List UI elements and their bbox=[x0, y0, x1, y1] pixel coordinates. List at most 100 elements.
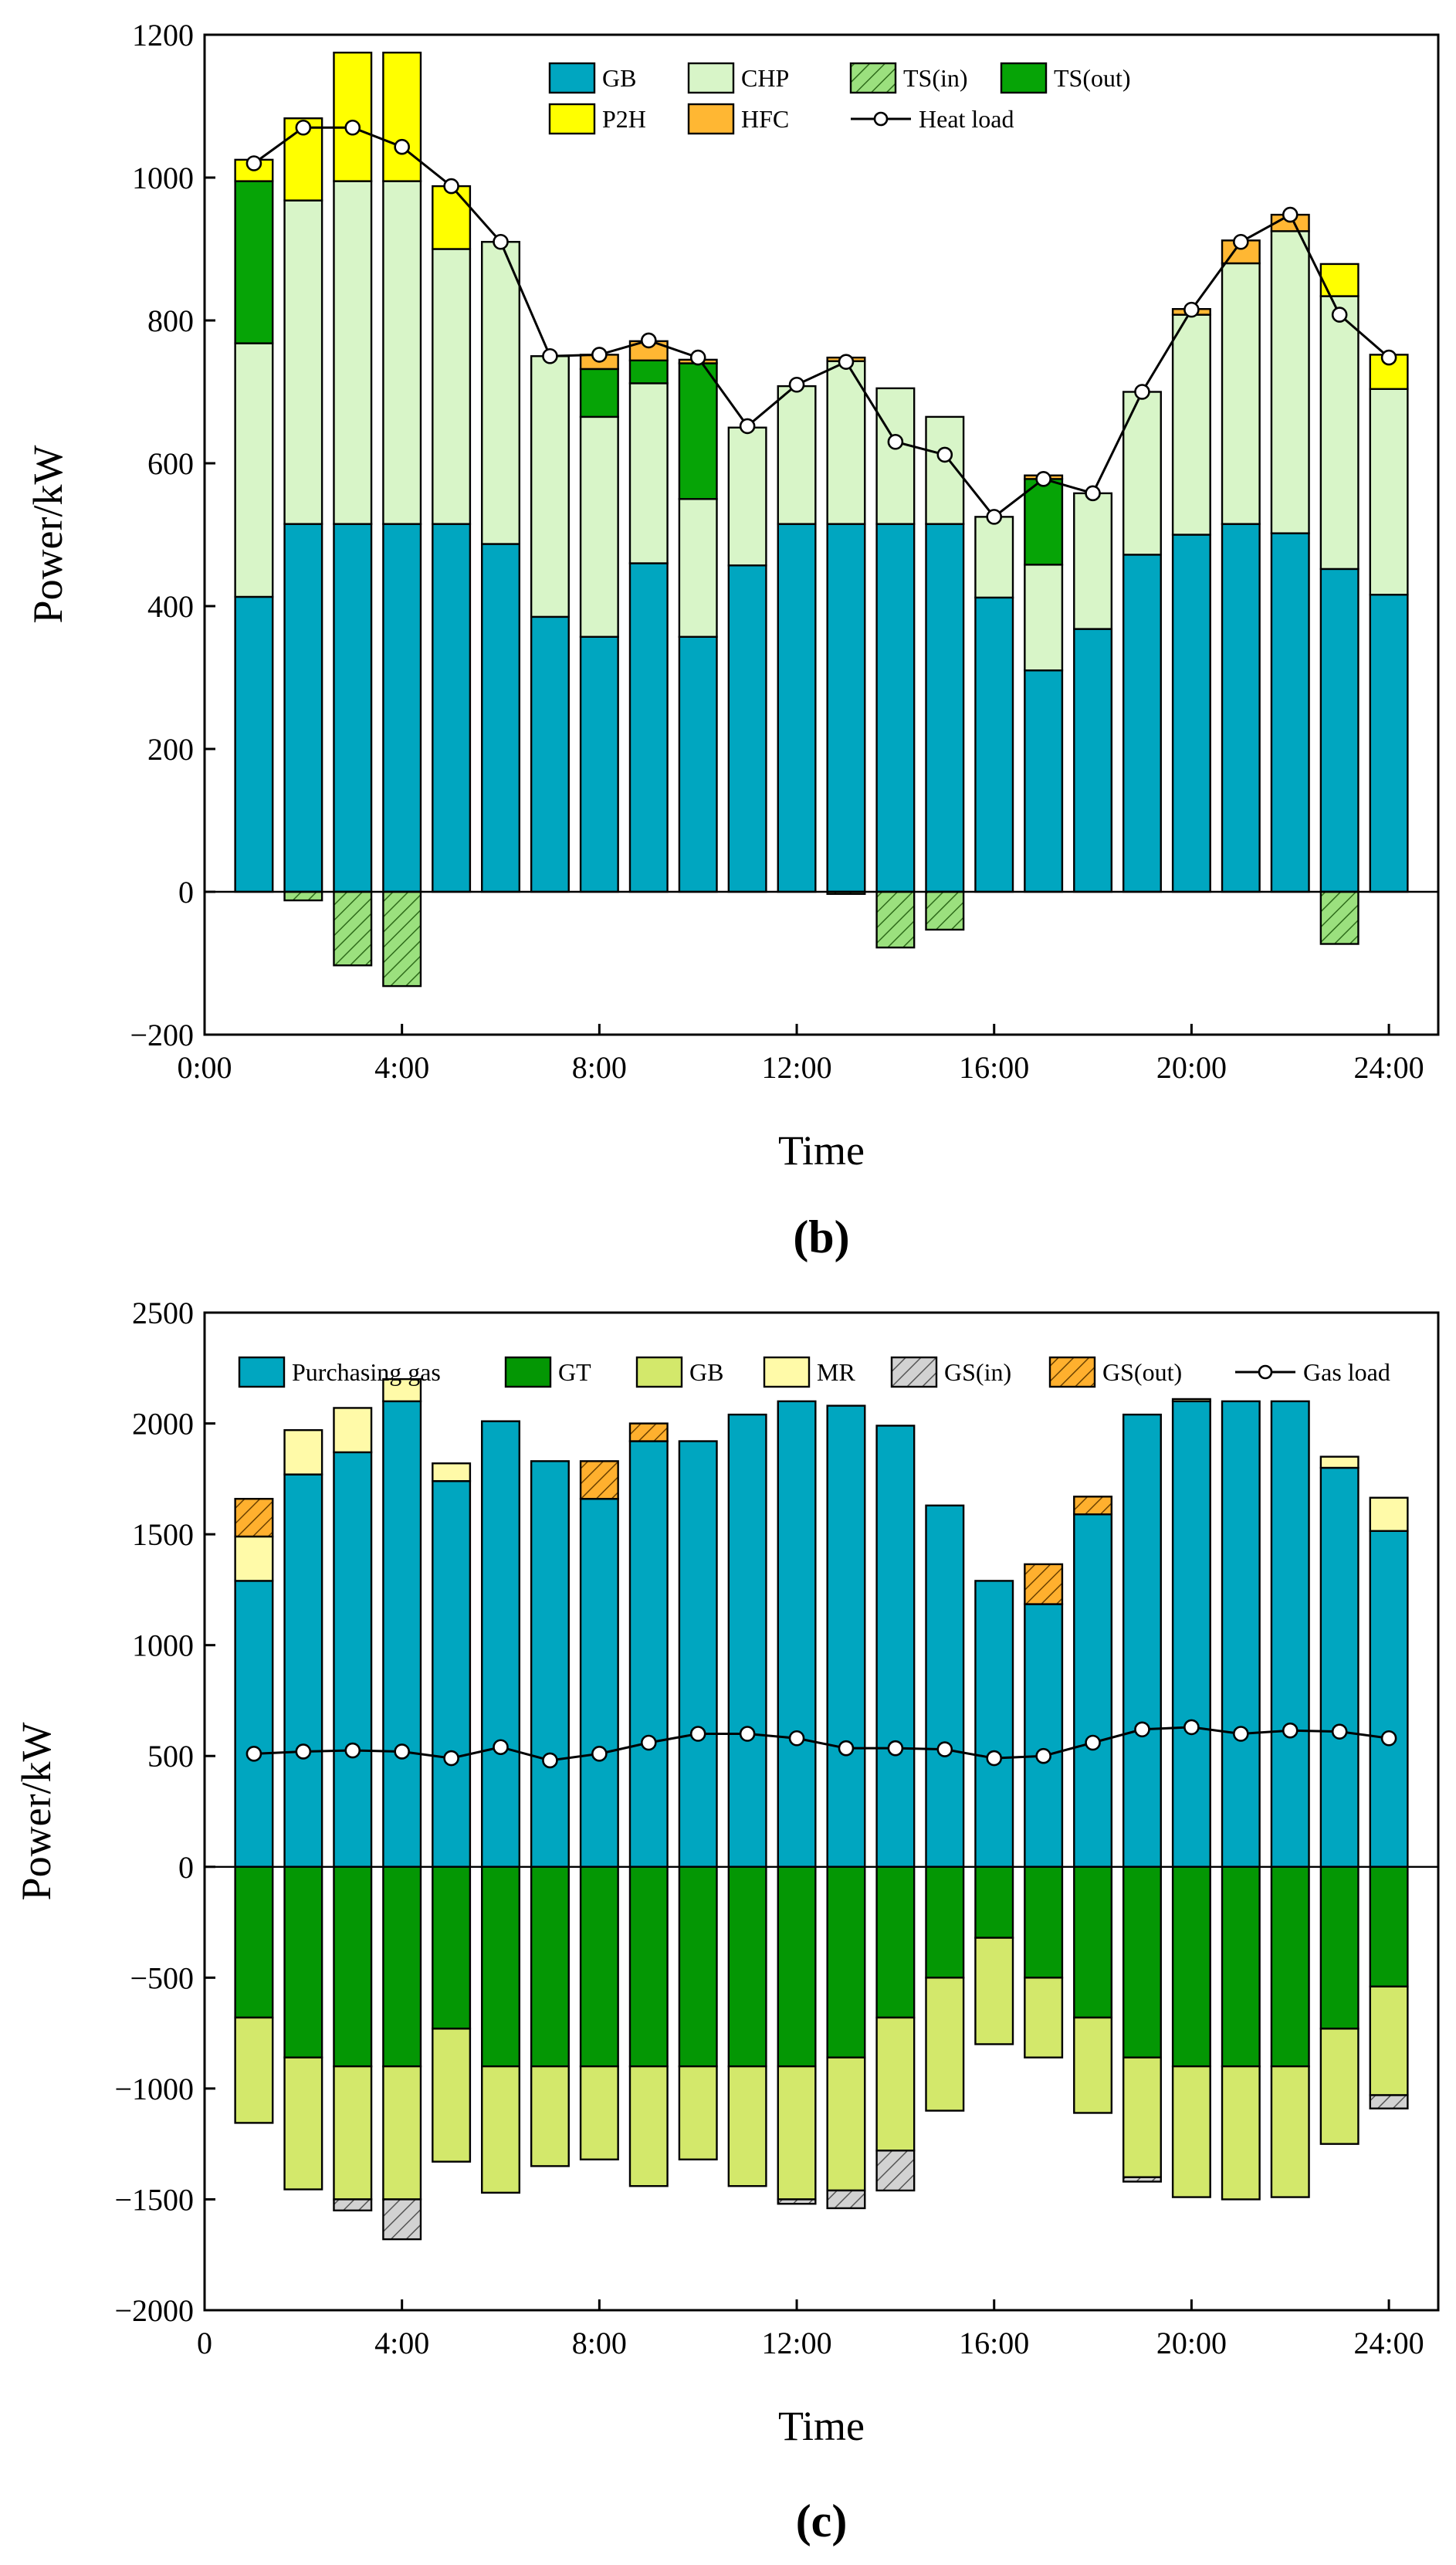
bar-gt bbox=[1319, 1865, 1359, 2030]
bar-gb bbox=[1122, 554, 1162, 893]
load-point bbox=[591, 1746, 608, 1762]
bar-chp bbox=[1319, 295, 1359, 571]
y-tick-label: −1000 bbox=[114, 2072, 194, 2106]
x-tick-label: 24:00 bbox=[1354, 2326, 1424, 2360]
bar-gb bbox=[432, 523, 472, 893]
bar-gt bbox=[1024, 1865, 1064, 1979]
bar-gb bbox=[333, 2065, 373, 2201]
bar-gt bbox=[678, 1865, 718, 2068]
bar-purchasing-gas bbox=[283, 1473, 323, 1868]
bar-gt bbox=[1221, 1865, 1261, 2068]
bar-purchasing-gas bbox=[628, 1440, 669, 1868]
legend-swatch-gb bbox=[635, 1356, 683, 1388]
load-point bbox=[542, 347, 558, 364]
bar-gb bbox=[628, 2065, 669, 2187]
legend-label: GB bbox=[689, 1358, 723, 1386]
bar-ts-in bbox=[925, 890, 965, 931]
bar-gb bbox=[530, 2065, 570, 2167]
bar-mr bbox=[1171, 1398, 1211, 1403]
bar-gb bbox=[234, 2016, 274, 2124]
bar-ts-in bbox=[333, 890, 373, 967]
y-tick-label: 800 bbox=[147, 303, 194, 338]
load-point bbox=[936, 1741, 953, 1757]
bar-gt bbox=[333, 1865, 373, 2068]
bar-gb bbox=[925, 1977, 965, 2112]
gas-load-line bbox=[245, 1719, 1397, 1769]
bar-gb bbox=[1024, 1977, 1064, 2058]
load-point bbox=[591, 347, 608, 363]
load-point bbox=[394, 1743, 410, 1760]
bar-chp bbox=[1221, 262, 1261, 525]
load-point bbox=[788, 1730, 805, 1747]
bar-chp bbox=[1270, 230, 1310, 534]
load-point bbox=[245, 155, 262, 171]
load-point bbox=[1085, 1734, 1101, 1751]
load-point bbox=[936, 446, 953, 463]
bar-gs-in bbox=[382, 2198, 422, 2241]
bar-gb bbox=[1221, 2065, 1261, 2201]
bar-p2h bbox=[382, 51, 422, 182]
bar-gt bbox=[974, 1865, 1014, 1939]
load-point bbox=[394, 138, 410, 155]
load-point bbox=[443, 178, 459, 195]
bar-gb bbox=[1319, 568, 1359, 893]
x-tick-label: 12:00 bbox=[761, 1050, 831, 1085]
bar-gb bbox=[1073, 628, 1113, 893]
bar-chp bbox=[432, 248, 472, 525]
y-tick-label: 1500 bbox=[132, 1517, 194, 1552]
bar-purchasing-gas bbox=[382, 1400, 422, 1868]
legend: GB CHP TS(in) TS(out) P2H HFC Heat load bbox=[548, 62, 1131, 135]
load-point bbox=[1183, 301, 1200, 318]
x-tick-label: 0 bbox=[197, 2326, 212, 2360]
bar-ts-out bbox=[579, 368, 619, 418]
bar-gb bbox=[678, 635, 718, 893]
bar-gs-out bbox=[628, 1422, 669, 1442]
legend-label: GS(out) bbox=[1102, 1358, 1182, 1386]
bar-purchasing-gas bbox=[234, 1580, 274, 1868]
bar-gb bbox=[826, 523, 866, 893]
load-point bbox=[1233, 233, 1249, 250]
load-point bbox=[1035, 1747, 1051, 1764]
y-tick-label: 1200 bbox=[132, 18, 194, 53]
load-point bbox=[344, 1742, 361, 1759]
bar-gb bbox=[1171, 2065, 1211, 2198]
bar-gb bbox=[1024, 669, 1064, 893]
bar-gt bbox=[1122, 1865, 1162, 2058]
load-point bbox=[739, 418, 756, 435]
legend-swatch-p2h bbox=[548, 103, 596, 135]
bar-chp bbox=[826, 360, 866, 525]
bar-purchasing-gas bbox=[777, 1400, 817, 1868]
bar-gt bbox=[875, 1865, 916, 2019]
bar-gt bbox=[530, 1865, 570, 2068]
bar-gb bbox=[1369, 1985, 1409, 2096]
bar-gb bbox=[727, 2065, 767, 2187]
load-point bbox=[1134, 384, 1150, 400]
load-point bbox=[887, 433, 904, 450]
bar-gb bbox=[579, 2065, 619, 2160]
bar-gt bbox=[1073, 1865, 1113, 2019]
bar-mr bbox=[234, 1535, 274, 1582]
legend-label: HFC bbox=[741, 105, 789, 133]
load-point bbox=[640, 332, 657, 349]
bar-gb bbox=[1270, 2065, 1310, 2198]
plot-frame bbox=[203, 1311, 1440, 2312]
y-tick-label: 1000 bbox=[132, 161, 194, 195]
load-point bbox=[295, 1743, 312, 1760]
y-axis-label: Power/kW bbox=[13, 1722, 59, 1900]
legend-swatch-gt bbox=[504, 1356, 552, 1388]
bar-gt bbox=[628, 1865, 669, 2068]
load-point bbox=[689, 349, 706, 366]
legend-label: GS(in) bbox=[944, 1358, 1011, 1386]
bar-gb bbox=[432, 2028, 472, 2163]
bar-marks bbox=[205, 1377, 1438, 2241]
x-tick-label: 4:00 bbox=[374, 1050, 429, 1085]
bar-purchasing-gas bbox=[1369, 1530, 1409, 1868]
load-point bbox=[1380, 349, 1397, 366]
bar-marks bbox=[205, 51, 1438, 988]
bar-gs-out bbox=[1024, 1563, 1064, 1605]
legend-swatch-gb bbox=[548, 62, 596, 94]
load-point bbox=[1035, 471, 1051, 487]
legend-swatch-gs-in bbox=[890, 1356, 938, 1388]
panel-label: (c) bbox=[796, 2496, 848, 2546]
load-point bbox=[1183, 1719, 1200, 1736]
